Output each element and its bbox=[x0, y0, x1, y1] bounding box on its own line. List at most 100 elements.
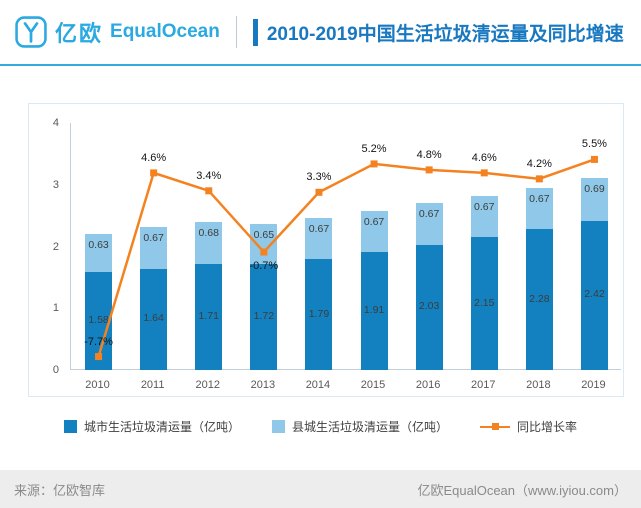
legend-item-county: 县城生活垃圾清运量（亿吨） bbox=[271, 418, 448, 435]
bar-segment-county bbox=[85, 233, 113, 273]
legend-label-growth: 同比增长率 bbox=[517, 420, 578, 434]
bar-value-label-urban: 1.71 bbox=[198, 310, 219, 323]
growth-value-label: 4.6% bbox=[141, 151, 167, 164]
growth-value-label: 4.2% bbox=[526, 157, 552, 170]
growth-value-label: 4.8% bbox=[416, 148, 442, 161]
bar-value-label-urban: 1.58 bbox=[88, 314, 109, 327]
bar-value-label-urban: 2.15 bbox=[474, 296, 495, 309]
bar-value-label-county: 0.67 bbox=[529, 192, 550, 205]
logo-text-cn: 亿欧 bbox=[55, 21, 104, 46]
y-axis-tick: 3 bbox=[52, 178, 59, 191]
x-axis-tick: 2011 bbox=[140, 379, 165, 391]
x-axis-tick: 2016 bbox=[415, 379, 441, 391]
chart: 0 1 2 3 4 1.58 0.63 1.64 0.67 1.71 0.68 1.72 0.65 1.7… bbox=[28, 103, 624, 397]
bar-segment-county bbox=[305, 218, 333, 260]
legend-item-urban: 城市生活垃圾清运量（亿吨） bbox=[63, 418, 240, 435]
logo-text-en: EqualOcean bbox=[110, 21, 220, 42]
bar-segment-urban bbox=[525, 229, 553, 370]
bar-segment-urban bbox=[250, 263, 278, 370]
line-marker bbox=[535, 175, 543, 183]
line-marker bbox=[260, 248, 268, 256]
bar-value-label-urban: 1.72 bbox=[253, 309, 275, 322]
bar-segment-urban bbox=[140, 268, 168, 370]
bar-segment-county bbox=[360, 210, 388, 253]
legend-line-marker bbox=[491, 423, 499, 430]
bar-segment-urban bbox=[360, 252, 388, 370]
brand-text: 亿欧EqualOcean（www.iyiou.com） bbox=[417, 482, 627, 498]
source-text: 来源：亿欧智库 bbox=[14, 482, 106, 498]
bar-value-label-urban: 2.03 bbox=[418, 300, 440, 313]
line-marker bbox=[590, 155, 598, 163]
bar-value-label-county: 0.67 bbox=[143, 232, 164, 245]
growth-value-label: 5.5% bbox=[581, 138, 607, 151]
legend-item-growth: 同比增长率 bbox=[480, 418, 577, 435]
bar-segment-urban bbox=[415, 244, 443, 370]
line-marker bbox=[150, 169, 158, 177]
bar-value-label-county: 0.67 bbox=[308, 223, 330, 236]
y-axis-tick: 2 bbox=[52, 240, 59, 253]
y-axis-tick: 1 bbox=[52, 302, 59, 315]
bar-value-label-county: 0.63 bbox=[88, 238, 109, 251]
x-axis-tick: 2019 bbox=[581, 379, 606, 391]
bar-value-label-urban: 1.91 bbox=[363, 304, 385, 317]
bar-segment-urban bbox=[305, 259, 333, 370]
brand-logo: 亿欧 EqualOcean bbox=[14, 15, 220, 49]
y-axis-tick: 4 bbox=[52, 117, 59, 129]
bar-segment-county bbox=[195, 222, 223, 265]
line-marker bbox=[205, 187, 213, 195]
bar-value-label-county: 0.67 bbox=[474, 200, 495, 213]
title-accent-bar bbox=[252, 18, 258, 46]
legend-label-urban: 城市生活垃圾清运量（亿吨） bbox=[83, 420, 240, 434]
bar-value-label-county: 0.65 bbox=[253, 228, 275, 241]
legend-swatch-county bbox=[271, 420, 285, 433]
legend-label-county: 县城生活垃圾清运量（亿吨） bbox=[291, 420, 448, 434]
growth-value-label: -0.7% bbox=[249, 260, 279, 273]
page-title: 2010-2019中国生活垃圾清运量及同比增速 bbox=[266, 23, 624, 45]
x-axis-tick: 2014 bbox=[305, 379, 331, 391]
x-axis-tick: 2012 bbox=[195, 379, 220, 391]
line-marker bbox=[425, 166, 433, 174]
bar-value-label-county: 0.69 bbox=[584, 182, 605, 195]
bar-segment-county bbox=[470, 195, 498, 238]
x-axis-tick: 2017 bbox=[470, 379, 496, 391]
plot-area: 1.58 0.63 1.64 0.67 1.71 0.68 1.72 0.65 1.79 0.67… bbox=[70, 123, 621, 370]
legend-swatch-urban bbox=[63, 420, 77, 433]
bar-value-label-urban: 1.79 bbox=[308, 307, 330, 320]
bar-value-label-urban: 2.28 bbox=[529, 292, 550, 305]
growth-value-label: 5.2% bbox=[361, 142, 387, 155]
chart-legend: 城市生活垃圾清运量（亿吨） 县城生活垃圾清运量（亿吨） 同比增长率 bbox=[0, 418, 641, 435]
bar-value-label-urban: 2.42 bbox=[584, 288, 605, 301]
line-marker bbox=[315, 188, 323, 196]
bar-segment-urban bbox=[580, 220, 608, 370]
growth-value-label: 3.4% bbox=[196, 169, 222, 182]
bar-value-label-county: 0.68 bbox=[198, 227, 219, 240]
x-axis-tick: 2013 bbox=[250, 379, 276, 391]
x-axis-tick: 2015 bbox=[360, 379, 386, 391]
bar-segment-urban bbox=[470, 237, 498, 370]
x-axis-tick: 2018 bbox=[526, 379, 551, 391]
growth-value-label: -7.7% bbox=[84, 335, 113, 348]
footer: 来源：亿欧智库 亿欧EqualOcean（www.iyiou.com） bbox=[0, 470, 641, 508]
growth-line bbox=[95, 155, 598, 361]
bar-segment-county bbox=[525, 187, 553, 230]
growth-value-label: 3.3% bbox=[306, 171, 332, 184]
growth-value-label: 4.6% bbox=[471, 151, 497, 164]
legend-line-swatch bbox=[480, 420, 510, 433]
bar-segment-urban bbox=[195, 264, 223, 370]
line-marker bbox=[95, 353, 103, 361]
bar-value-label-county: 0.67 bbox=[363, 215, 385, 228]
bar-segment-county bbox=[140, 227, 168, 269]
bar-segment-county bbox=[580, 177, 608, 221]
line-marker bbox=[480, 169, 488, 177]
bar-segment-county bbox=[415, 203, 443, 245]
bar-value-label-urban: 1.64 bbox=[143, 312, 164, 325]
bar-value-label-county: 0.67 bbox=[418, 208, 440, 221]
header-divider bbox=[235, 16, 237, 48]
y-axis-tick: 0 bbox=[52, 364, 59, 376]
x-axis-tick: 2010 bbox=[85, 379, 110, 391]
line-marker bbox=[370, 160, 378, 168]
header: 亿欧 EqualOcean 2010-2019中国生活垃圾清运量及同比增速 bbox=[0, 0, 641, 66]
title-block: 2010-2019中国生活垃圾清运量及同比增速 bbox=[252, 18, 624, 46]
equalocean-logo-icon bbox=[15, 16, 47, 48]
